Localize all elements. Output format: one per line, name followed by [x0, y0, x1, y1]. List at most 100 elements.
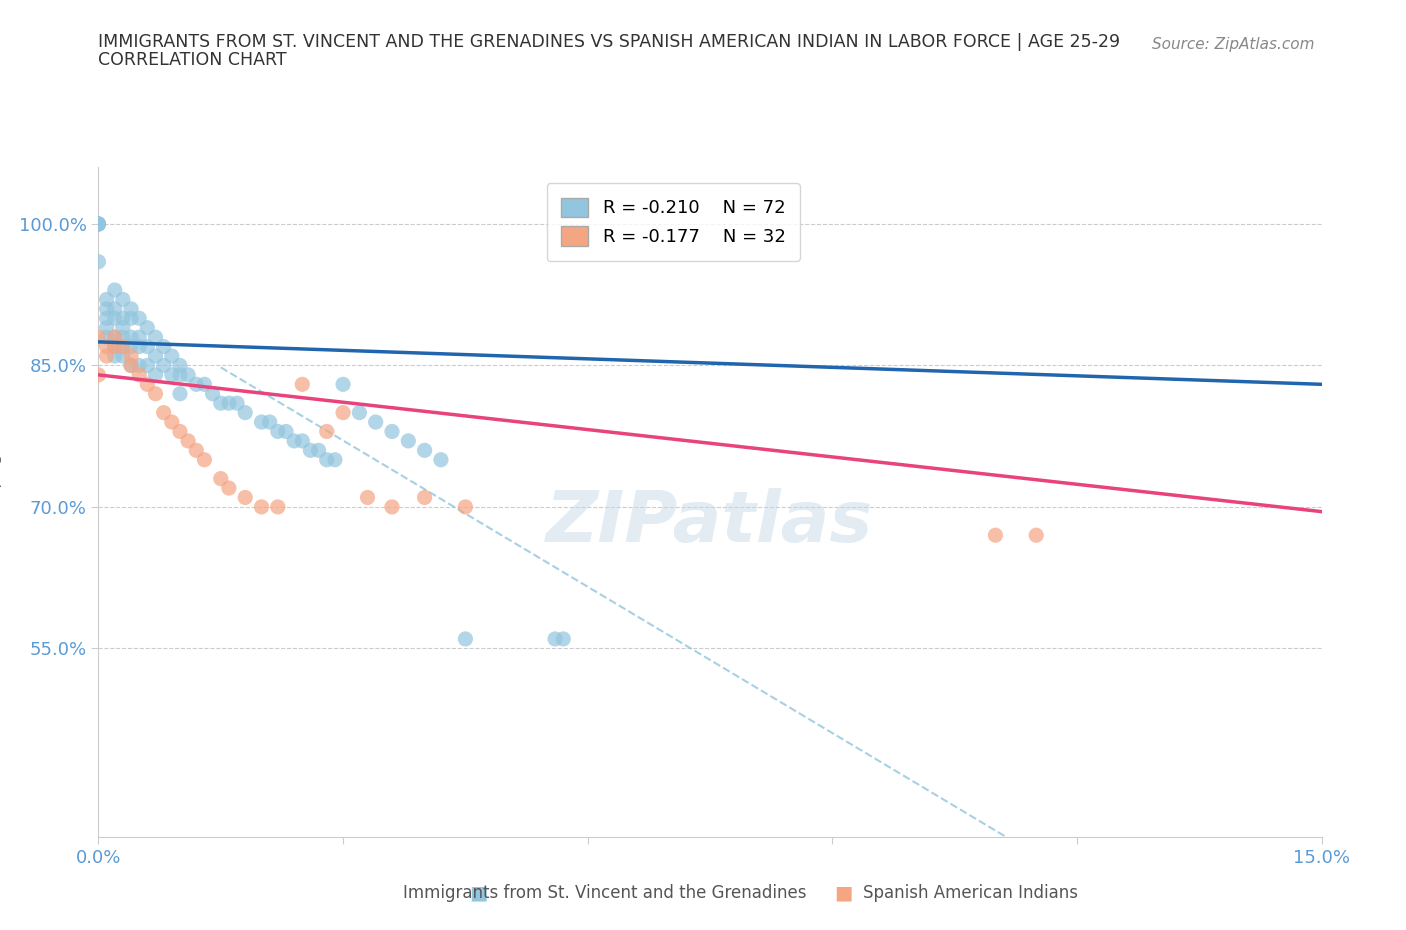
Point — [136, 377, 159, 392]
Point — [177, 433, 200, 448]
Point — [332, 377, 354, 392]
Point — [430, 452, 453, 467]
Point — [104, 301, 127, 316]
Point — [454, 499, 477, 514]
Point — [308, 443, 330, 458]
Point — [96, 330, 118, 345]
Point — [291, 433, 314, 448]
Point — [111, 330, 134, 345]
Point — [104, 339, 127, 354]
Point — [145, 330, 167, 345]
Point — [169, 424, 191, 439]
Point — [96, 311, 118, 325]
Point — [454, 631, 477, 646]
Point — [96, 339, 118, 354]
Point — [299, 443, 322, 458]
Point — [291, 377, 314, 392]
Point — [87, 367, 110, 382]
Point — [283, 433, 305, 448]
Point — [349, 405, 371, 420]
Point — [364, 415, 387, 430]
Point — [152, 358, 174, 373]
Point — [104, 330, 127, 345]
Point — [218, 396, 240, 411]
Point — [111, 339, 134, 354]
Point — [169, 367, 191, 382]
Point — [96, 320, 118, 335]
Point — [111, 349, 134, 364]
Point — [128, 367, 150, 382]
Point — [87, 254, 110, 269]
Point — [111, 292, 134, 307]
Point — [104, 283, 127, 298]
Point — [250, 499, 273, 514]
Point — [177, 367, 200, 382]
Point — [87, 217, 110, 232]
Point — [186, 443, 208, 458]
Point — [128, 311, 150, 325]
Point — [413, 443, 436, 458]
Point — [120, 339, 142, 354]
Point — [96, 301, 118, 316]
Point — [186, 377, 208, 392]
Point — [218, 481, 240, 496]
Point — [315, 452, 337, 467]
Point — [136, 339, 159, 354]
Point — [104, 349, 127, 364]
Point — [413, 490, 436, 505]
Point — [315, 424, 337, 439]
Point — [984, 527, 1007, 542]
Point — [356, 490, 378, 505]
Point — [120, 358, 142, 373]
Y-axis label: In Labor Force | Age 25-29: In Labor Force | Age 25-29 — [0, 383, 1, 621]
Point — [128, 358, 150, 373]
Point — [267, 424, 290, 439]
Point — [250, 415, 273, 430]
Point — [145, 367, 167, 382]
Point — [193, 452, 215, 467]
Point — [120, 349, 142, 364]
Point — [136, 358, 159, 373]
Text: ■: ■ — [468, 884, 488, 902]
Point — [233, 490, 256, 505]
Text: Spanish American Indians: Spanish American Indians — [863, 884, 1077, 902]
Text: ■: ■ — [834, 884, 853, 902]
Point — [201, 386, 224, 401]
Text: Source: ZipAtlas.com: Source: ZipAtlas.com — [1152, 37, 1315, 52]
Point — [544, 631, 567, 646]
Point — [128, 339, 150, 354]
Point — [120, 301, 142, 316]
Point — [120, 330, 142, 345]
Point — [160, 415, 183, 430]
Point — [274, 424, 297, 439]
Point — [193, 377, 215, 392]
Point — [233, 405, 256, 420]
Point — [111, 320, 134, 335]
Point — [111, 339, 134, 354]
Point — [169, 386, 191, 401]
Point — [145, 349, 167, 364]
Legend: R = -0.210    N = 72, R = -0.177    N = 32: R = -0.210 N = 72, R = -0.177 N = 32 — [547, 183, 800, 260]
Point — [381, 499, 404, 514]
Point — [160, 349, 183, 364]
Point — [128, 330, 150, 345]
Point — [1025, 527, 1047, 542]
Point — [332, 405, 354, 420]
Point — [152, 405, 174, 420]
Point — [396, 433, 419, 448]
Point — [87, 217, 110, 232]
Point — [104, 330, 127, 345]
Point — [381, 424, 404, 439]
Point — [152, 339, 174, 354]
Point — [553, 631, 575, 646]
Point — [169, 358, 191, 373]
Point — [267, 499, 290, 514]
Point — [87, 217, 110, 232]
Point — [111, 311, 134, 325]
Point — [87, 330, 110, 345]
Point — [120, 358, 142, 373]
Text: ZIPatlas: ZIPatlas — [547, 488, 873, 557]
Point — [120, 311, 142, 325]
Point — [96, 292, 118, 307]
Point — [104, 311, 127, 325]
